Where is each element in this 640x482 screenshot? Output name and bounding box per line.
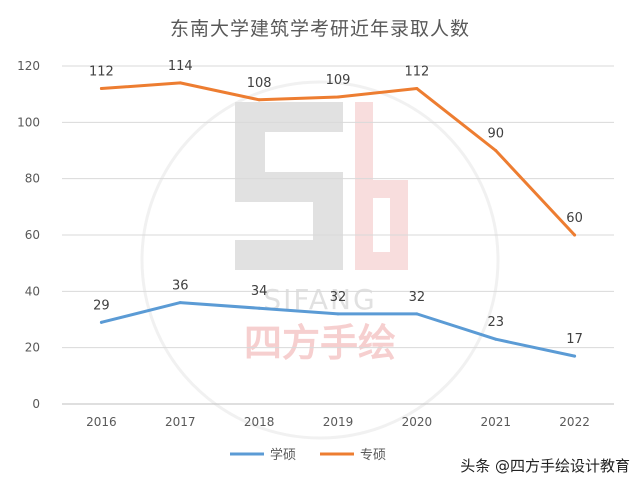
grid-layer [62,65,614,405]
data-label: 29 [93,298,110,313]
x-tick-label: 2020 [402,415,433,429]
data-point [573,233,577,237]
data-point [257,98,261,102]
y-tick-label: 0 [32,397,40,411]
y-tick-label: 20 [25,341,40,355]
chart-title: 东南大学建筑学考研近年录取人数 [169,18,470,40]
x-tick-label: 2018 [244,415,275,429]
data-label: 17 [566,332,583,347]
legend-label-1: 学硕 [270,447,296,463]
data-point [99,320,103,324]
data-label: 112 [404,65,429,80]
y-tick-label: 60 [25,228,40,242]
data-label: 90 [487,127,504,142]
data-point [415,312,419,316]
y-tick-label: 100 [17,115,40,129]
data-label: 23 [487,315,504,330]
data-label: 109 [326,73,351,88]
y-tick-label: 120 [17,59,40,73]
data-label: 108 [247,76,272,91]
data-label: 32 [330,290,347,305]
data-label: 114 [168,59,193,74]
y-tick-label: 40 [25,284,40,298]
data-label: 60 [566,211,583,226]
x-tick-label: 2019 [323,415,354,429]
axis-layer: 0 20 40 60 80 100 120 2016 2017 2018 2019 2020 2021 2… [17,59,590,429]
data-point [336,95,340,99]
data-point [257,306,261,310]
series-layer: 29 36 34 32 32 23 17 112 114 108 109 112 90 60 [89,59,583,358]
data-point [99,87,103,91]
data-point [494,337,498,341]
data-label: 32 [409,290,426,305]
legend-label-2: 专硕 [360,448,386,463]
data-point [178,81,182,85]
x-tick-label: 2016 [86,415,117,429]
x-tick-label: 2017 [165,415,196,429]
data-point [178,301,182,305]
x-tick-label: 2022 [559,415,590,429]
data-label: 36 [172,279,189,294]
credit-watermark: 头条 @四方手绘设计教育 [460,457,630,475]
data-label: 112 [89,65,114,80]
watermark-brand-cn: 四方手绘 [244,321,396,365]
y-tick-label: 80 [25,172,40,186]
data-point [336,312,340,316]
data-point [494,149,498,152]
data-point [573,354,577,358]
legend: 学硕 专硕 [230,447,386,463]
sifang-logo-watermark: SIFANG 四方手绘 [140,80,500,440]
data-point [415,87,419,91]
x-tick-label: 2021 [480,415,511,429]
data-label: 34 [251,284,268,299]
